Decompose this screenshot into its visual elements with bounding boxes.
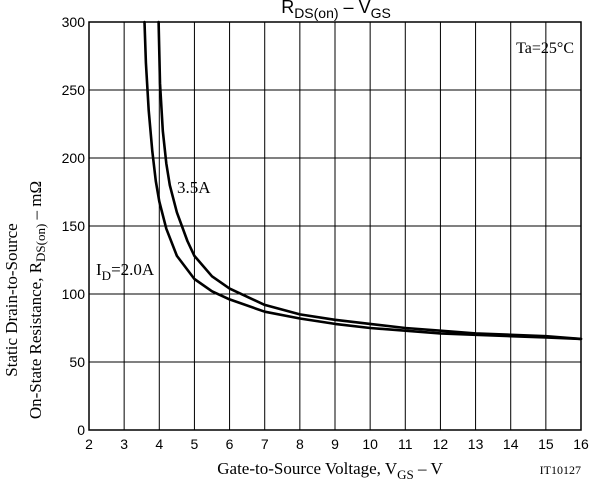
x-axis-label: Gate-to-Source Voltage, VGS – V	[217, 459, 443, 482]
y-tick-label: 300	[62, 14, 86, 30]
x-tick-label: 10	[362, 436, 378, 452]
x-tick-label: 6	[226, 436, 234, 452]
y-tick-label: 0	[77, 422, 85, 438]
x-tick-label: 9	[331, 436, 339, 452]
x-tick-label: 14	[503, 436, 519, 452]
y-tick-label: 50	[69, 354, 85, 370]
figure-code: IT10127	[540, 463, 581, 477]
series-label-2-0a: ID=2.0A	[96, 260, 155, 283]
y-tick-label: 150	[62, 218, 86, 234]
x-tick-label: 2	[85, 436, 93, 452]
x-tick-label: 13	[468, 436, 484, 452]
series-line-3-5a	[157, 20, 583, 341]
x-tick-label: 5	[191, 436, 199, 452]
y-tick-label: 100	[62, 286, 86, 302]
x-tick-label: 8	[296, 436, 304, 452]
series-layer	[143, 20, 583, 341]
x-tick-label: 16	[573, 436, 589, 452]
x-tick-label: 12	[433, 436, 449, 452]
y-axis-label-line1: Static Drain-to-Source	[2, 223, 21, 376]
chart-title: RDS(on) – VGS	[281, 0, 391, 21]
x-tick-label: 3	[120, 436, 128, 452]
y-axis-label: Static Drain-to-Source On-State Resistan…	[2, 181, 48, 419]
y-tick-label: 250	[62, 82, 86, 98]
x-tick-label: 15	[538, 436, 554, 452]
grid	[89, 22, 581, 430]
x-tick-label: 7	[261, 436, 269, 452]
y-tick-label: 200	[62, 150, 86, 166]
x-tick-label: 4	[155, 436, 163, 452]
series-line-2-0a	[143, 20, 583, 341]
series-label-3-5a: 3.5A	[177, 178, 211, 197]
y-axis-label-line2: On-State Resistance, RDS(on) – mΩ	[26, 181, 48, 419]
condition-label: Ta=25°C	[516, 40, 574, 57]
ticks: 2 3 4 5 6 7 8 9 10 11 12 13 14 15 16 0 50 100 150 200 250 300	[62, 14, 589, 452]
x-tick-label: 11	[398, 436, 413, 452]
